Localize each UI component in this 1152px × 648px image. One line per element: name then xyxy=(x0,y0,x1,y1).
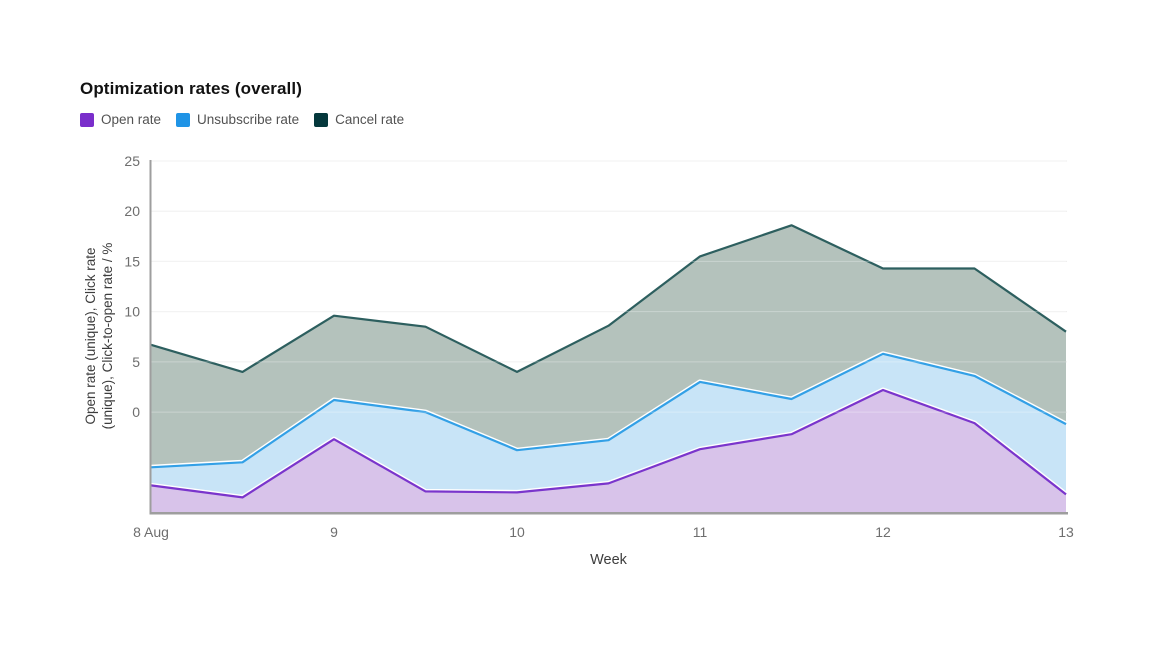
y-tick-label: 5 xyxy=(132,354,140,370)
x-tick-label: 8 Aug xyxy=(133,524,169,540)
legend-swatch-icon xyxy=(80,112,94,127)
y-tick-label: 25 xyxy=(124,153,140,169)
y-tick-label: 20 xyxy=(124,203,140,219)
legend-item-unsubscribe-rate[interactable]: Unsubscribe rate xyxy=(176,112,299,127)
chart-legend: Open rate Unsubscribe rate Cancel rate xyxy=(80,112,404,127)
legend-item-open-rate[interactable]: Open rate xyxy=(80,112,161,127)
y-tick-label: 15 xyxy=(124,253,140,269)
y-tick-label: 0 xyxy=(132,404,140,420)
series-line-open-rate xyxy=(150,388,1067,499)
legend-item-cancel-rate[interactable]: Cancel rate xyxy=(314,112,404,127)
x-tick-label: 9 xyxy=(330,524,338,540)
series-line-unsubscribe-rate xyxy=(150,352,1067,469)
x-tick-label: 10 xyxy=(509,524,525,540)
legend-swatch-icon xyxy=(176,112,191,127)
legend-label: Unsubscribe rate xyxy=(197,112,300,127)
series-line-cancel-rate xyxy=(150,224,1067,373)
legend-label: Cancel rate xyxy=(335,112,405,127)
x-axis-title: Week xyxy=(590,552,628,568)
series-area-open-rate xyxy=(151,390,1066,513)
x-tick-label: 11 xyxy=(693,524,708,540)
y-axis-title: Open rate (unique), Click rate (unique), … xyxy=(83,243,115,430)
legend-swatch-icon xyxy=(314,112,329,127)
x-tick-label: 13 xyxy=(1058,524,1074,540)
legend-label: Open rate xyxy=(101,112,162,127)
y-tick-label: 10 xyxy=(124,304,140,320)
x-tick-label: 12 xyxy=(875,524,891,540)
chart-title: Optimization rates (overall) xyxy=(80,79,302,98)
